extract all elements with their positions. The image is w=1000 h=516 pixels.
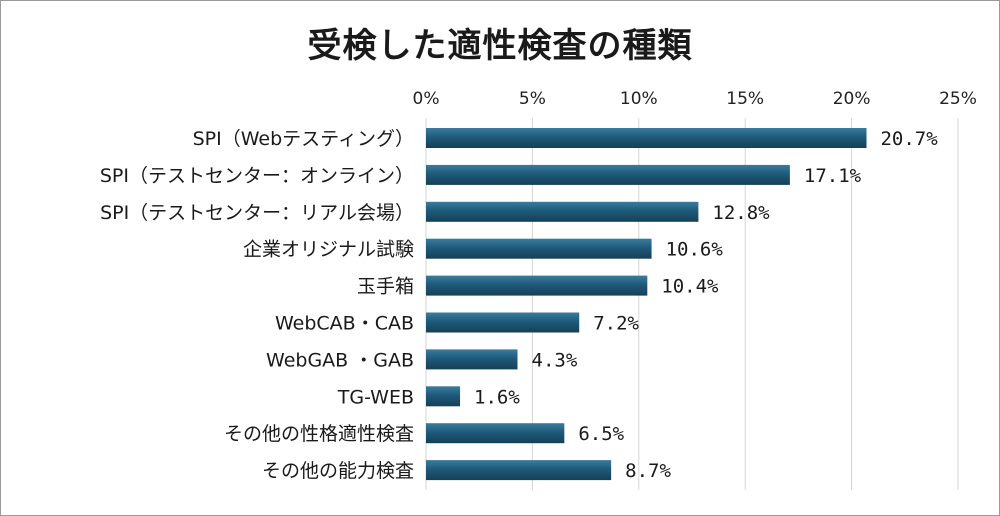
data-label: 10.4%: [661, 276, 719, 298]
bar: [426, 312, 580, 333]
category-label: SPI（テストセンター：オンライン）: [100, 165, 414, 187]
bar: [426, 386, 461, 407]
category-label: その他の性格適性検査: [224, 423, 414, 445]
x-tick-label: 0%: [413, 89, 440, 109]
x-tick-label: 5%: [519, 89, 546, 109]
bar: [426, 460, 612, 481]
data-label: 1.6%: [474, 386, 520, 408]
bar: [426, 423, 565, 444]
bar: [426, 238, 652, 259]
category-label: 玉手箱: [357, 276, 414, 298]
x-tick-label: 15%: [726, 89, 764, 109]
data-label: 7.2%: [593, 313, 639, 335]
bar: [426, 128, 867, 148]
chart-title: 受検した適性検査の種類: [307, 26, 693, 66]
bar: [426, 164, 790, 185]
category-label: TG-WEB: [337, 386, 414, 408]
x-tick-label: 10%: [620, 89, 658, 109]
bar: [426, 275, 648, 296]
x-tick-label: 25%: [939, 89, 977, 109]
category-label: WebGAB ・GAB: [266, 349, 414, 371]
category-label: WebCAB・CAB: [275, 313, 414, 335]
category-label: その他の能力検査: [262, 460, 414, 482]
x-tick-label: 20%: [833, 89, 871, 109]
data-label: 17.1%: [804, 165, 862, 187]
bar: [426, 201, 699, 222]
bar: [426, 349, 518, 370]
category-label: 企業オリジナル試験: [243, 239, 414, 261]
data-label: 4.3%: [532, 349, 578, 371]
data-label: 20.7%: [880, 128, 938, 150]
category-label: SPI（テストセンター：リアル会場）: [100, 202, 414, 224]
data-label: 10.6%: [666, 239, 724, 261]
data-label: 8.7%: [625, 460, 671, 482]
data-label: 12.8%: [712, 202, 770, 224]
data-label: 6.5%: [578, 423, 624, 445]
category-label: SPI（Webテスティング）: [193, 128, 414, 150]
